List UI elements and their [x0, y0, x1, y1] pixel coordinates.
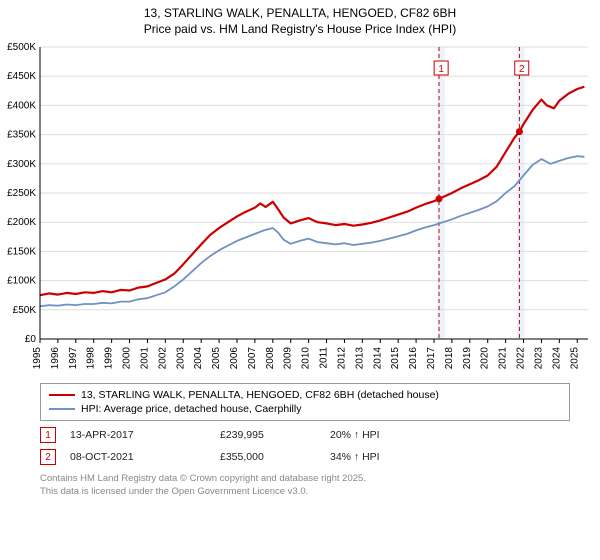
svg-text:2023: 2023: [533, 347, 544, 370]
attribution-footer: Contains HM Land Registry data © Crown c…: [40, 473, 570, 498]
price-chart-svg: £0 £50K £100K £150K £200K £250K £300K £350K £400…: [0, 39, 600, 379]
footer-line-2: This data is licensed under the Open Gov…: [40, 486, 570, 498]
svg-text:£0: £0: [25, 334, 37, 345]
svg-text:£50K: £50K: [13, 305, 37, 316]
svg-text:2024: 2024: [551, 347, 562, 370]
chart-area: £0 £50K £100K £150K £200K £250K £300K £350K £400…: [0, 39, 600, 379]
sale-date: 08-OCT-2021: [70, 451, 220, 463]
svg-text:1997: 1997: [68, 347, 79, 370]
svg-text:2002: 2002: [157, 347, 168, 370]
svg-text:2011: 2011: [319, 347, 330, 369]
svg-text:£400K: £400K: [7, 101, 36, 112]
svg-text:2017: 2017: [426, 347, 437, 370]
svg-text:1995: 1995: [32, 347, 43, 370]
svg-text:1: 1: [438, 64, 444, 75]
legend-row: 13, STARLING WALK, PENALLTA, HENGOED, CF…: [49, 388, 561, 402]
legend-label: HPI: Average price, detached house, Caer…: [81, 403, 301, 415]
footer-line-1: Contains HM Land Registry data © Crown c…: [40, 473, 570, 485]
sale-price: £239,995: [220, 429, 330, 441]
svg-text:1999: 1999: [104, 347, 115, 370]
svg-text:2019: 2019: [462, 347, 473, 370]
svg-text:2004: 2004: [193, 347, 204, 370]
legend: 13, STARLING WALK, PENALLTA, HENGOED, CF…: [40, 383, 570, 421]
svg-text:£150K: £150K: [7, 247, 36, 258]
svg-text:2008: 2008: [265, 347, 276, 370]
svg-text:2015: 2015: [390, 347, 401, 370]
svg-text:£100K: £100K: [7, 276, 36, 287]
svg-text:2025: 2025: [569, 347, 580, 370]
sale-marker: 1: [40, 427, 56, 443]
svg-text:£200K: £200K: [7, 217, 36, 228]
svg-text:2007: 2007: [247, 347, 258, 370]
sale-price: £355,000: [220, 451, 330, 463]
legend-swatch: [49, 408, 75, 410]
svg-text:£250K: £250K: [7, 188, 36, 199]
svg-text:2018: 2018: [444, 347, 455, 370]
svg-text:£350K: £350K: [7, 130, 36, 141]
svg-text:2003: 2003: [175, 347, 186, 370]
svg-text:2005: 2005: [211, 347, 222, 370]
sale-row: 2 08-OCT-2021£355,00034% ↑ HPI: [40, 449, 570, 465]
svg-text:2021: 2021: [498, 347, 509, 370]
svg-text:£500K: £500K: [7, 42, 36, 53]
svg-text:2006: 2006: [229, 347, 240, 370]
svg-text:2013: 2013: [354, 347, 365, 370]
svg-text:1996: 1996: [50, 347, 61, 370]
sale-row: 1 13-APR-2017£239,99520% ↑ HPI: [40, 427, 570, 443]
sale-date: 13-APR-2017: [70, 429, 220, 441]
legend-swatch: [49, 394, 75, 396]
title-line-2: Price paid vs. HM Land Registry's House …: [0, 22, 600, 38]
svg-text:2016: 2016: [408, 347, 419, 370]
svg-text:£300K: £300K: [7, 159, 36, 170]
chart-title-block: 13, STARLING WALK, PENALLTA, HENGOED, CF…: [0, 0, 600, 39]
sale-delta: 20% ↑ HPI: [330, 429, 380, 441]
svg-text:2012: 2012: [336, 347, 347, 370]
svg-text:2000: 2000: [122, 347, 133, 370]
svg-text:2: 2: [519, 64, 525, 75]
svg-text:£450K: £450K: [7, 71, 36, 82]
legend-label: 13, STARLING WALK, PENALLTA, HENGOED, CF…: [81, 389, 439, 401]
sale-delta: 34% ↑ HPI: [330, 451, 380, 463]
title-line-1: 13, STARLING WALK, PENALLTA, HENGOED, CF…: [0, 6, 600, 22]
svg-text:2022: 2022: [516, 347, 527, 370]
svg-text:2010: 2010: [301, 347, 312, 370]
sale-marker: 2: [40, 449, 56, 465]
svg-text:2020: 2020: [480, 347, 491, 370]
svg-text:1998: 1998: [86, 347, 97, 370]
svg-text:2001: 2001: [139, 347, 150, 370]
legend-row: HPI: Average price, detached house, Caer…: [49, 402, 561, 416]
svg-text:2014: 2014: [372, 347, 383, 370]
svg-text:2009: 2009: [283, 347, 294, 370]
